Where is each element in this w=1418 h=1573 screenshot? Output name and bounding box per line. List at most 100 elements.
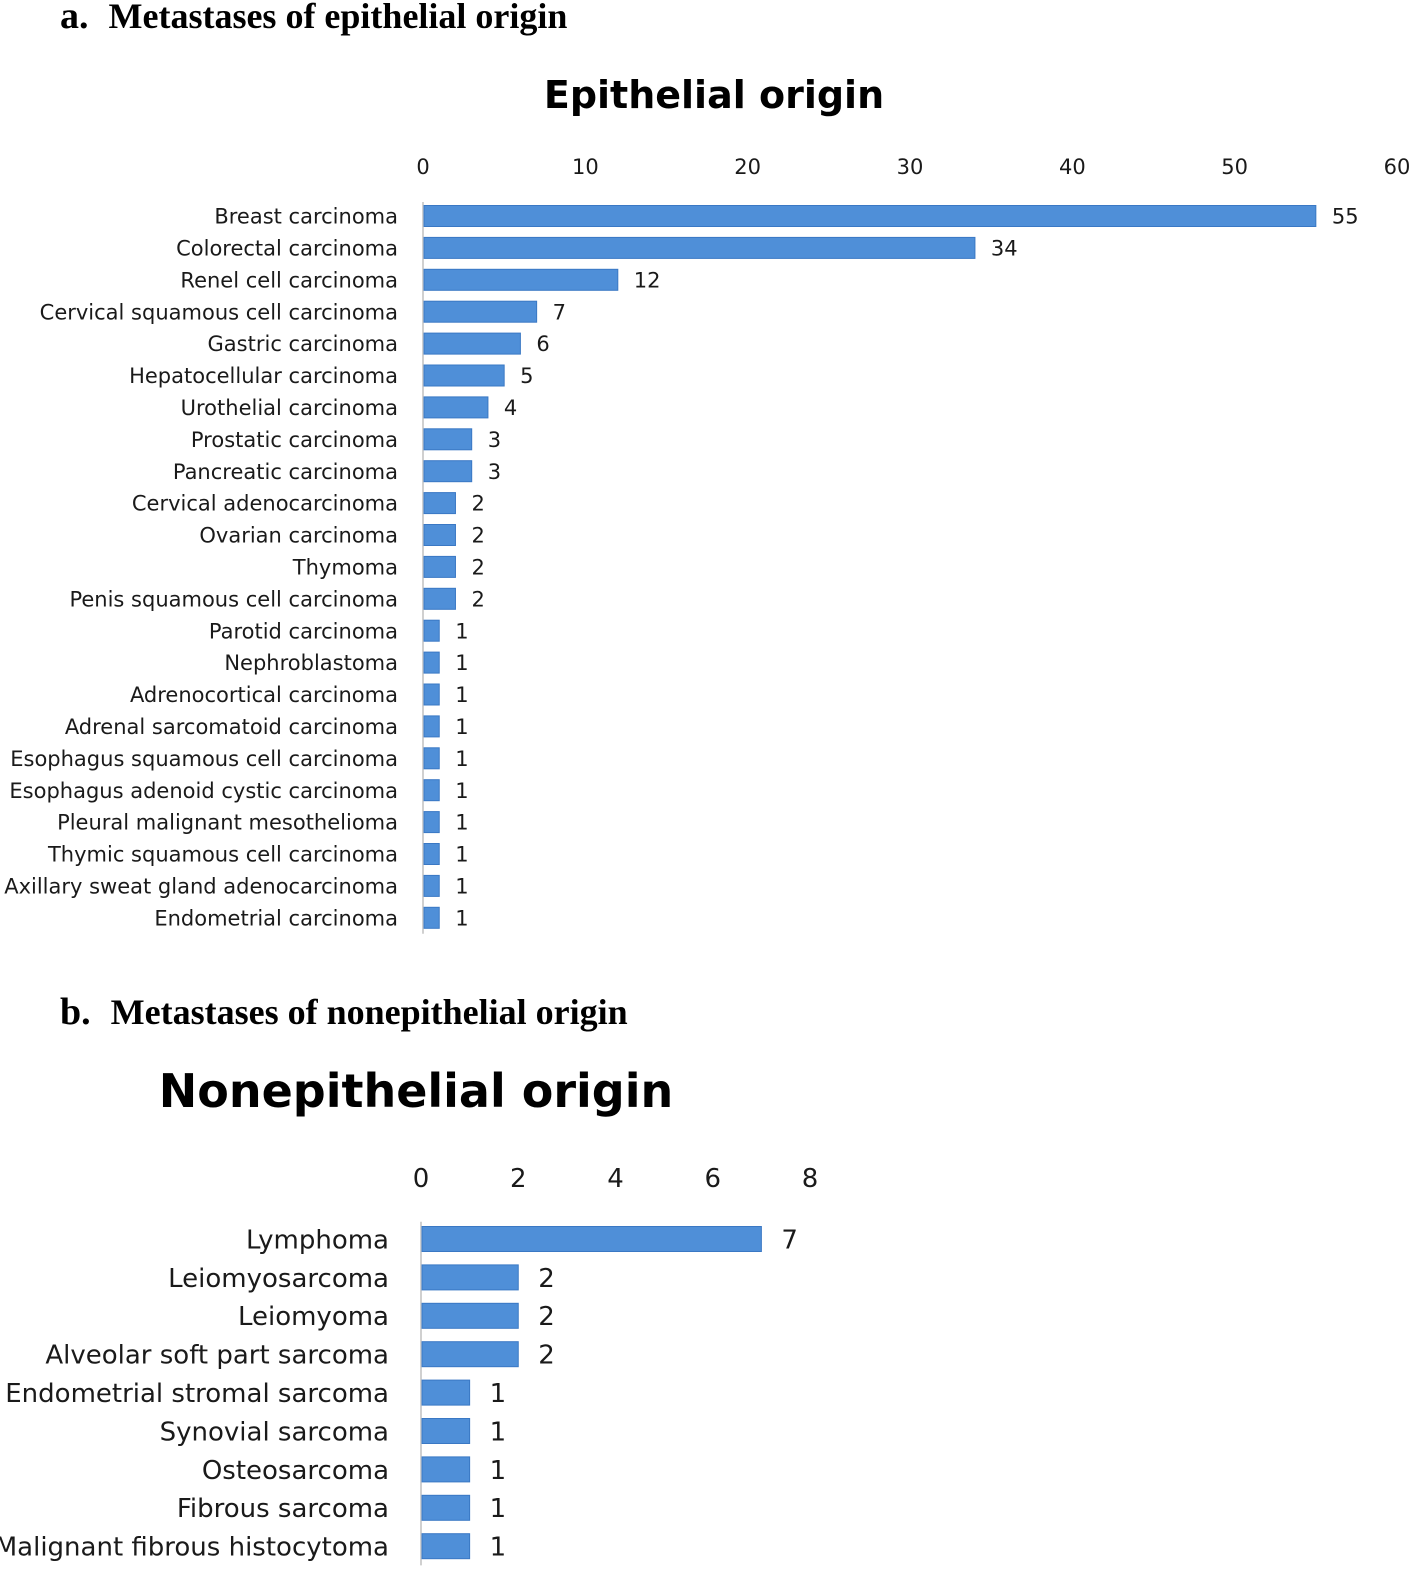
epithelial-bar-thymoma — [423, 555, 456, 578]
epithelial-bar-cervical-squamous-cell-carcinoma — [423, 300, 538, 323]
epithelial-value-label-axillary-sweat-gland-adenocarcinoma: 1 — [455, 874, 468, 898]
epithelial-bar-gastric-carcinoma — [423, 332, 521, 355]
epithelial-category-label-prostatic-carcinoma: Prostatic carcinoma — [191, 428, 398, 452]
nonepithelial-value-label-endometrial-stromal-sarcoma: 1 — [490, 1379, 507, 1409]
epithelial-category-label-renel-cell-carcinoma: Renel cell carcinoma — [180, 268, 398, 292]
panel-b-heading: b. Metastases of nonepithelial origin — [60, 990, 628, 1034]
epithelial-bar-hepatocellular-carcinoma — [423, 364, 505, 387]
nonepithelial-category-label-endometrial-stromal-sarcoma: Endometrial stromal sarcoma — [5, 1379, 389, 1409]
nonepithelial-value-label-leiomyoma: 2 — [538, 1302, 555, 1332]
epithelial-value-label-ovarian-carcinoma: 2 — [471, 524, 484, 548]
epithelial-bar-urothelial-carcinoma — [423, 396, 489, 419]
epithelial-value-label-adrenal-sarcomatoid-carcinoma: 1 — [455, 715, 468, 739]
epithelial-category-label-pancreatic-carcinoma: Pancreatic carcinoma — [173, 460, 398, 484]
epithelial-bar-prostatic-carcinoma — [423, 428, 473, 451]
epithelial-value-label-esophagus-adenoid-cystic-carcinoma: 1 — [455, 779, 468, 803]
epithelial-category-label-hepatocellular-carcinoma: Hepatocellular carcinoma — [129, 364, 398, 388]
nonepithelial-tick-label: 8 — [802, 1164, 819, 1194]
epithelial-category-label-breast-carcinoma: Breast carcinoma — [214, 205, 398, 229]
epithelial-value-label-parotid-carcinoma: 1 — [455, 619, 468, 643]
epithelial-value-label-urothelial-carcinoma: 4 — [504, 396, 517, 420]
epithelial-value-label-thymoma: 2 — [471, 555, 484, 579]
epithelial-bar-cervical-adenocarcinoma — [423, 492, 456, 515]
epithelial-bar-breast-carcinoma — [423, 205, 1317, 227]
nonepithelial-tick-label: 6 — [704, 1164, 721, 1194]
epithelial-value-label-adrenocortical-carcinoma: 1 — [455, 683, 468, 707]
epithelial-bar-adrenal-sarcomatoid-carcinoma — [423, 715, 440, 738]
nonepithelial-category-label-leiomyosarcoma: Leiomyosarcoma — [168, 1264, 389, 1294]
epithelial-category-label-endometrial-carcinoma: Endometrial carcinoma — [154, 906, 398, 930]
epithelial-value-label-colorectal-carcinoma: 34 — [991, 236, 1018, 260]
epithelial-bar-ovarian-carcinoma — [423, 524, 456, 546]
nonepithelial-category-label-leiomyoma: Leiomyoma — [238, 1302, 389, 1332]
nonepithelial-value-label-alveolar-soft-part-sarcoma: 2 — [538, 1341, 555, 1371]
epithelial-category-label-thymic-squamous-cell-carcinoma: Thymic squamous cell carcinoma — [47, 843, 398, 867]
epithelial-category-label-pleural-malignant-mesothelioma: Pleural malignant mesothelioma — [57, 811, 398, 835]
nonepithelial-bar-fibrous-sarcoma — [421, 1494, 471, 1521]
epithelial-value-label-cervical-adenocarcinoma: 2 — [471, 492, 484, 516]
nonepithelial-tick-label: 2 — [510, 1164, 527, 1194]
epithelial-value-label-renel-cell-carcinoma: 12 — [634, 268, 661, 292]
epithelial-category-label-urothelial-carcinoma: Urothelial carcinoma — [181, 396, 398, 420]
epithelial-bar-parotid-carcinoma — [423, 619, 440, 642]
nonepithelial-value-label-synovial-sarcoma: 1 — [490, 1417, 507, 1447]
epithelial-value-label-hepatocellular-carcinoma: 5 — [520, 364, 533, 388]
epithelial-bar-nephroblastoma — [423, 651, 440, 674]
epithelial-tick-label: 60 — [1384, 155, 1411, 179]
epithelial-value-label-prostatic-carcinoma: 3 — [488, 428, 501, 452]
epithelial-category-label-nephroblastoma: Nephroblastoma — [224, 651, 398, 675]
epithelial-category-label-adrenocortical-carcinoma: Adrenocortical carcinoma — [130, 683, 398, 707]
nonepithelial-value-label-osteosarcoma: 1 — [490, 1456, 507, 1486]
epithelial-value-label-cervical-squamous-cell-carcinoma: 7 — [553, 300, 566, 324]
epithelial-bar-thymic-squamous-cell-carcinoma — [423, 843, 440, 865]
nonepithelial-bar-synovial-sarcoma — [421, 1418, 471, 1444]
epithelial-category-label-cervical-adenocarcinoma: Cervical adenocarcinoma — [132, 492, 398, 516]
nonepithelial-category-label-osteosarcoma: Osteosarcoma — [202, 1456, 389, 1486]
epithelial-value-label-breast-carcinoma: 55 — [1332, 205, 1359, 229]
epithelial-category-label-ovarian-carcinoma: Ovarian carcinoma — [199, 524, 398, 548]
nonepithelial-category-label-fibrous-sarcoma: Fibrous sarcoma — [177, 1494, 389, 1524]
epithelial-bar-penis-squamous-cell-carcinoma — [423, 587, 456, 610]
panel-b-caption: Metastases of nonepithelial origin — [110, 992, 628, 1032]
epithelial-bar-pancreatic-carcinoma — [423, 460, 473, 483]
nonepithelial-bar-osteosarcoma — [421, 1456, 471, 1483]
epithelial-tick-label: 0 — [416, 155, 429, 179]
epithelial-bar-colorectal-carcinoma — [423, 236, 976, 259]
nonepithelial-value-label-fibrous-sarcoma: 1 — [490, 1494, 507, 1524]
epithelial-tick-label: 50 — [1221, 155, 1248, 179]
nonepithelial-bar-endometrial-stromal-sarcoma — [421, 1379, 471, 1406]
panel-a-letter: a. — [60, 0, 89, 37]
epithelial-bar-renel-cell-carcinoma — [423, 268, 619, 291]
nonepithelial-bar-lymphoma — [421, 1226, 762, 1252]
epithelial-bar-axillary-sweat-gland-adenocarcinoma — [423, 874, 440, 897]
epithelial-category-label-parotid-carcinoma: Parotid carcinoma — [209, 619, 398, 643]
epithelial-value-label-esophagus-squamous-cell-carcinoma: 1 — [455, 747, 468, 771]
epithelial-category-label-thymoma: Thymoma — [292, 555, 398, 579]
epithelial-tick-label: 40 — [1059, 155, 1086, 179]
panel-b-letter: b. — [60, 991, 91, 1033]
epithelial-value-label-pancreatic-carcinoma: 3 — [488, 460, 501, 484]
epithelial-category-label-cervical-squamous-cell-carcinoma: Cervical squamous cell carcinoma — [40, 300, 398, 324]
nonepithelial-bar-leiomyosarcoma — [421, 1264, 519, 1291]
nonepithelial-origin-chart: Nonepithelial origin 0 2 4 6 8 Lymphoma 7 Leiom… — [0, 1064, 819, 1566]
epithelial-category-label-axillary-sweat-gland-adenocarcinoma: Axillary sweat gland adenocarcinoma — [4, 874, 398, 898]
epithelial-bar-esophagus-adenoid-cystic-carcinoma — [423, 779, 440, 802]
nonepithelial-chart-title: Nonepithelial origin — [159, 1064, 674, 1118]
epithelial-tick-label: 20 — [734, 155, 761, 179]
nonepithelial-category-label-malignant-fibrous-histocytoma: Malignant fibrous histocytoma — [0, 1533, 389, 1563]
nonepithelial-value-label-malignant-fibrous-histocytoma: 1 — [490, 1533, 507, 1563]
epithelial-bar-adrenocortical-carcinoma — [423, 683, 440, 706]
epithelial-bar-esophagus-squamous-cell-carcinoma — [423, 747, 440, 770]
epithelial-tick-label: 30 — [897, 155, 924, 179]
epithelial-value-label-endometrial-carcinoma: 1 — [455, 906, 468, 930]
epithelial-category-label-esophagus-adenoid-cystic-carcinoma: Esophagus adenoid cystic carcinoma — [9, 779, 398, 803]
nonepithelial-tick-label: 0 — [413, 1164, 430, 1194]
nonepithelial-category-label-synovial-sarcoma: Synovial sarcoma — [160, 1417, 389, 1447]
epithelial-category-label-adrenal-sarcomatoid-carcinoma: Adrenal sarcomatoid carcinoma — [65, 715, 398, 739]
nonepithelial-tick-label: 4 — [607, 1164, 624, 1194]
epithelial-origin-chart: Epithelial origin 0 10 20 30 40 50 60 Breast ca… — [4, 73, 1411, 934]
epithelial-chart-title: Epithelial origin — [544, 73, 884, 117]
panel-a-heading: a. Metastases of epithelial origin — [60, 0, 567, 38]
epithelial-value-label-thymic-squamous-cell-carcinoma: 1 — [455, 843, 468, 867]
nonepithelial-value-label-leiomyosarcoma: 2 — [538, 1264, 555, 1294]
